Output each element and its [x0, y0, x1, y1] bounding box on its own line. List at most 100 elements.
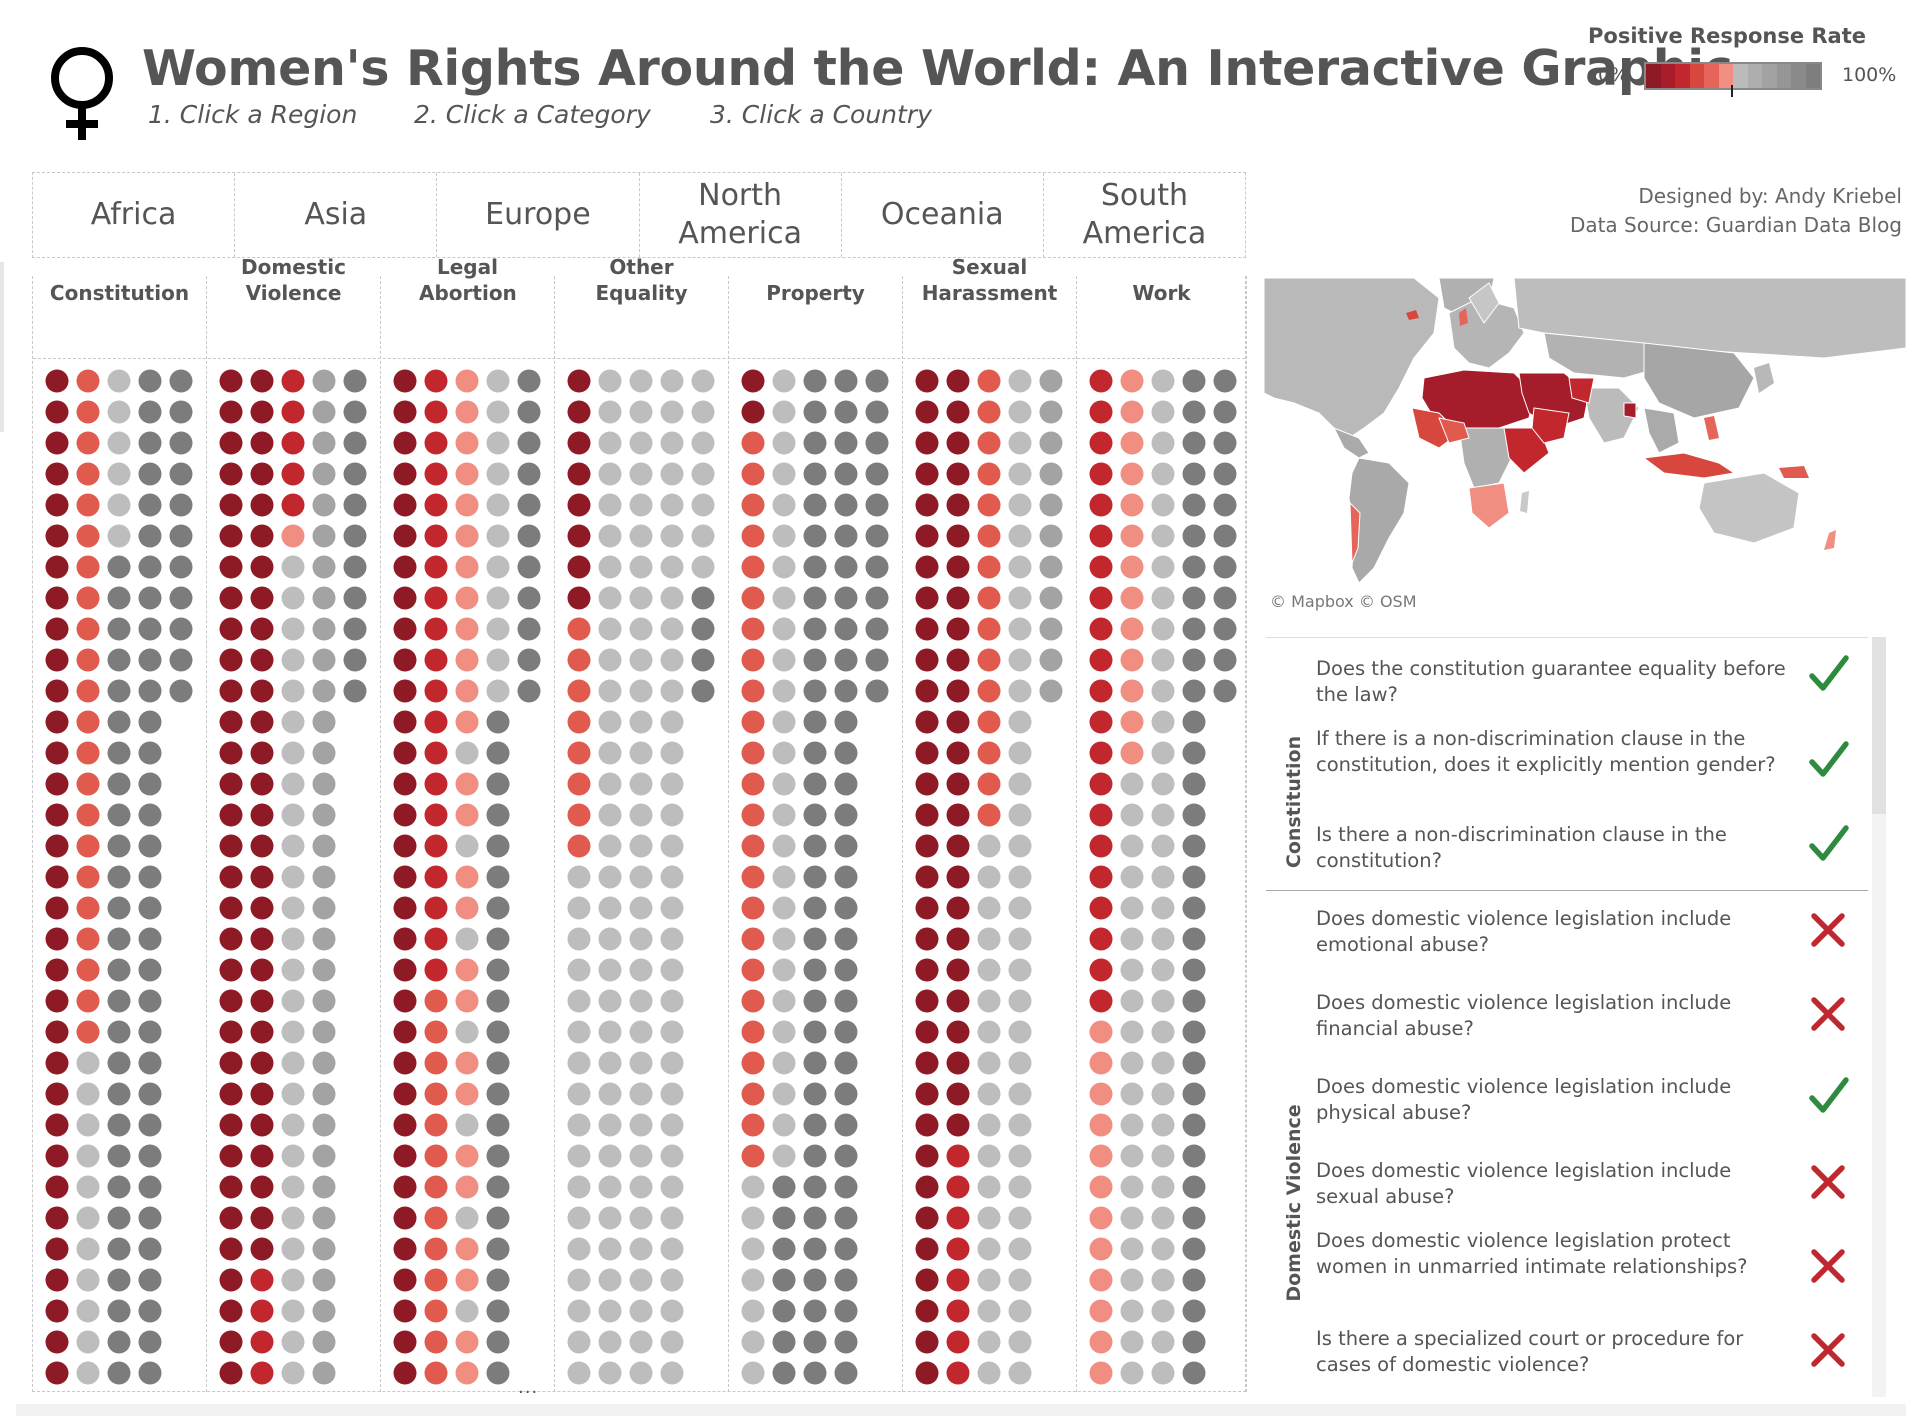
country-dot[interactable]: [455, 1144, 479, 1168]
country-dot[interactable]: [1151, 865, 1175, 889]
country-dot[interactable]: [977, 1020, 1001, 1044]
country-dot[interactable]: [567, 1144, 591, 1168]
country-dot[interactable]: [312, 834, 336, 858]
country-dot[interactable]: [312, 1175, 336, 1199]
country-dot[interactable]: [915, 369, 939, 393]
country-dot[interactable]: [138, 462, 162, 486]
country-dot[interactable]: [76, 1361, 100, 1385]
country-dot[interactable]: [219, 1144, 243, 1168]
country-dot[interactable]: [803, 617, 827, 641]
country-dot[interactable]: [598, 369, 622, 393]
country-dot[interactable]: [455, 1268, 479, 1292]
country-dot[interactable]: [772, 865, 796, 889]
country-dot[interactable]: [834, 1237, 858, 1261]
country-dot[interactable]: [567, 1082, 591, 1106]
country-dot[interactable]: [393, 1082, 417, 1106]
country-dot[interactable]: [455, 1361, 479, 1385]
country-dot[interactable]: [45, 1020, 69, 1044]
country-dot[interactable]: [915, 1330, 939, 1354]
country-dot[interactable]: [486, 555, 510, 579]
country-dot[interactable]: [1213, 555, 1237, 579]
country-dot[interactable]: [76, 400, 100, 424]
country-dot[interactable]: [250, 1144, 274, 1168]
country-dot[interactable]: [598, 1175, 622, 1199]
country-dot[interactable]: [567, 617, 591, 641]
country-dot[interactable]: [834, 1299, 858, 1323]
country-dot[interactable]: [138, 710, 162, 734]
country-dot[interactable]: [424, 617, 448, 641]
country-dot[interactable]: [741, 493, 765, 517]
country-dot[interactable]: [691, 679, 715, 703]
country-dot[interactable]: [312, 772, 336, 796]
country-dot[interactable]: [1089, 1268, 1113, 1292]
country-dot[interactable]: [1213, 679, 1237, 703]
country-dot[interactable]: [598, 586, 622, 610]
category-label-constitution[interactable]: Constitution: [49, 281, 190, 305]
category-column-legal-abortion[interactable]: Legal Abortion: [381, 255, 555, 1392]
country-dot[interactable]: [45, 1330, 69, 1354]
country-dot[interactable]: [45, 462, 69, 486]
country-dot[interactable]: [76, 617, 100, 641]
country-dot[interactable]: [1008, 462, 1032, 486]
country-dot[interactable]: [455, 1299, 479, 1323]
country-dot[interactable]: [219, 927, 243, 951]
country-dot[interactable]: [281, 1237, 305, 1261]
world-map[interactable]: [1264, 278, 1906, 612]
country-dot[interactable]: [76, 1113, 100, 1137]
country-dot[interactable]: [977, 617, 1001, 641]
country-dot[interactable]: [1120, 1361, 1144, 1385]
country-dot[interactable]: [1008, 1361, 1032, 1385]
country-dot[interactable]: [393, 958, 417, 982]
country-dot[interactable]: [803, 1082, 827, 1106]
country-dot[interactable]: [107, 679, 131, 703]
country-dot[interactable]: [1120, 927, 1144, 951]
country-dot[interactable]: [250, 865, 274, 889]
country-dot[interactable]: [567, 524, 591, 548]
country-dot[interactable]: [486, 586, 510, 610]
country-dot[interactable]: [393, 1206, 417, 1230]
country-dot[interactable]: [1182, 834, 1206, 858]
country-dot[interactable]: [1008, 710, 1032, 734]
category-label-sexual-harassment[interactable]: Sexual Harassment: [921, 255, 1058, 305]
country-dot[interactable]: [741, 431, 765, 455]
country-dot[interactable]: [598, 834, 622, 858]
country-dot[interactable]: [660, 1237, 684, 1261]
country-dot[interactable]: [834, 586, 858, 610]
country-dot[interactable]: [915, 679, 939, 703]
country-dot[interactable]: [1151, 710, 1175, 734]
more-indicator[interactable]: ...: [518, 1377, 539, 1398]
country-dot[interactable]: [455, 679, 479, 703]
country-dot[interactable]: [915, 555, 939, 579]
country-dot[interactable]: [107, 648, 131, 672]
country-dot[interactable]: [393, 1144, 417, 1168]
country-dot[interactable]: [1089, 772, 1113, 796]
country-dot[interactable]: [424, 865, 448, 889]
country-dot[interactable]: [567, 865, 591, 889]
country-dot[interactable]: [343, 524, 367, 548]
country-dot[interactable]: [1151, 1237, 1175, 1261]
country-dot[interactable]: [1182, 989, 1206, 1013]
country-dot[interactable]: [1182, 1299, 1206, 1323]
country-dot[interactable]: [107, 958, 131, 982]
country-dot[interactable]: [455, 1206, 479, 1230]
country-dot[interactable]: [45, 927, 69, 951]
country-dot[interactable]: [1151, 803, 1175, 827]
country-dot[interactable]: [946, 1020, 970, 1044]
country-dot[interactable]: [138, 1268, 162, 1292]
country-dot[interactable]: [772, 1237, 796, 1261]
country-dot[interactable]: [1151, 400, 1175, 424]
country-dot[interactable]: [629, 462, 653, 486]
country-dot[interactable]: [834, 524, 858, 548]
country-dot[interactable]: [76, 555, 100, 579]
country-dot[interactable]: [1089, 1361, 1113, 1385]
country-dot[interactable]: [629, 586, 653, 610]
country-dot[interactable]: [865, 555, 889, 579]
country-dot[interactable]: [977, 648, 1001, 672]
country-dot[interactable]: [946, 431, 970, 455]
country-dot[interactable]: [834, 1206, 858, 1230]
country-dot[interactable]: [486, 431, 510, 455]
country-dot[interactable]: [772, 1268, 796, 1292]
country-dot[interactable]: [76, 1206, 100, 1230]
country-dot[interactable]: [250, 1082, 274, 1106]
country-dot[interactable]: [865, 617, 889, 641]
